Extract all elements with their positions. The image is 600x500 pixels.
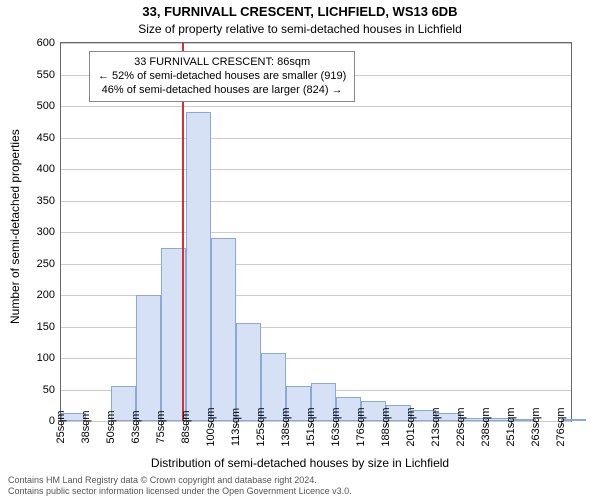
x-tick-label: 75sqm <box>155 410 167 443</box>
x-tick-label: 176sqm <box>355 407 367 446</box>
x-tick-label: 201sqm <box>405 407 417 446</box>
histogram-bar <box>211 238 236 421</box>
y-tick-label: 550 <box>37 69 55 81</box>
gridline-h <box>61 169 571 170</box>
credit-line-2: Contains public sector information licen… <box>8 486 592 496</box>
x-tick-label: 226sqm <box>455 407 467 446</box>
y-axis-label: Number of semi-detached properties <box>8 129 22 324</box>
y-tick-label: 450 <box>37 132 55 144</box>
x-tick-label: 251sqm <box>505 407 517 446</box>
y-tick-label: 300 <box>37 226 55 238</box>
gridline-h <box>61 43 571 44</box>
credit-line-1: Contains HM Land Registry data © Crown c… <box>8 475 592 485</box>
gridline-h <box>61 138 571 139</box>
x-tick-label: 151sqm <box>305 407 317 446</box>
x-tick-label: 88sqm <box>180 410 192 443</box>
y-tick-label: 500 <box>37 100 55 112</box>
x-tick-label: 113sqm <box>230 408 242 446</box>
x-tick-label: 125sqm <box>255 407 267 446</box>
x-tick-label: 50sqm <box>105 410 117 443</box>
annotation-line-1: 33 FURNIVALL CRESCENT: 86sqm <box>98 56 346 70</box>
annotation-line-3: 46% of semi-detached houses are larger (… <box>98 84 346 98</box>
x-tick-label: 238sqm <box>480 407 492 446</box>
gridline-h <box>61 201 571 202</box>
y-tick-label: 400 <box>37 163 55 175</box>
x-tick-label: 188sqm <box>380 407 392 446</box>
y-tick-label: 250 <box>37 258 55 270</box>
x-tick-label: 138sqm <box>280 407 292 446</box>
chart-title: 33, FURNIVALL CRESCENT, LICHFIELD, WS13 … <box>0 4 600 19</box>
chart-subtitle: Size of property relative to semi-detach… <box>0 22 600 36</box>
credit-text: Contains HM Land Registry data © Crown c… <box>8 475 592 496</box>
y-tick-label: 50 <box>43 384 55 396</box>
gridline-h <box>61 106 571 107</box>
annotation-box: 33 FURNIVALL CRESCENT: 86sqm ← 52% of se… <box>89 51 355 102</box>
y-tick-label: 200 <box>37 289 55 301</box>
y-tick-label: 600 <box>37 37 55 49</box>
x-tick-label: 63sqm <box>130 410 142 443</box>
gridline-h <box>61 232 571 233</box>
histogram-bar <box>186 112 211 421</box>
annotation-line-2: ← 52% of semi-detached houses are smalle… <box>98 70 346 84</box>
x-tick-label: 163sqm <box>330 407 342 446</box>
gridline-h <box>61 264 571 265</box>
chart-plot-area: 05010015020025030035040045050055060025sq… <box>60 42 572 422</box>
x-tick-label: 263sqm <box>530 407 542 446</box>
x-tick-label: 25sqm <box>55 410 67 443</box>
y-tick-label: 350 <box>37 195 55 207</box>
x-tick-label: 276sqm <box>555 407 567 446</box>
histogram-bar <box>136 295 161 421</box>
histogram-bar <box>236 323 261 421</box>
x-tick-label: 213sqm <box>430 407 442 446</box>
x-tick-label: 38sqm <box>80 410 92 443</box>
y-tick-label: 150 <box>37 321 55 333</box>
y-tick-label: 100 <box>37 352 55 364</box>
x-axis-label: Distribution of semi-detached houses by … <box>0 456 600 470</box>
x-tick-label: 100sqm <box>205 407 217 446</box>
